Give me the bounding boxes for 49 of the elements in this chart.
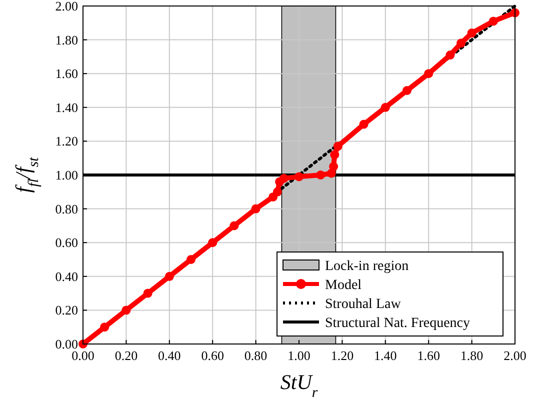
y-tick-label: 1.80 — [55, 32, 78, 48]
point — [279, 174, 288, 183]
x-tick-label: 0.60 — [201, 348, 224, 363]
x-tick-label: 2.00 — [504, 348, 526, 363]
x-tick-label: 1.40 — [374, 348, 397, 363]
point — [333, 142, 342, 151]
x-tick-label: 1.00 — [288, 348, 310, 363]
point — [251, 204, 260, 214]
y-tick-label: 2.00 — [55, 0, 78, 14]
x-tick-label: 0.80 — [244, 348, 268, 363]
point — [186, 255, 196, 264]
legend-label: Structural Nat. Frequency — [325, 316, 470, 331]
point — [122, 306, 131, 315]
point — [330, 150, 340, 160]
y-tick-label: 1.40 — [55, 100, 78, 115]
legend-label: Strouhal Law — [325, 297, 402, 312]
y-tick-label: 0.60 — [55, 235, 78, 250]
legend-label: Model — [325, 278, 362, 293]
point — [100, 322, 110, 332]
point — [380, 102, 390, 112]
x-tick-label: 1.80 — [460, 348, 484, 363]
y-tick-label: 1.60 — [55, 66, 78, 82]
point — [208, 238, 218, 248]
point — [488, 16, 498, 26]
point — [230, 221, 239, 230]
point — [272, 187, 282, 196]
y-tick-label: 1.20 — [55, 134, 78, 149]
point — [329, 162, 338, 172]
point — [456, 38, 466, 48]
point — [424, 69, 434, 78]
point — [294, 172, 304, 182]
x-tick-label: 1.20 — [330, 348, 354, 363]
point — [402, 86, 412, 95]
x-axis-title: StU$_{r}$ — [280, 370, 318, 400]
point — [359, 120, 368, 129]
y-tick-label: 1.00 — [55, 168, 78, 182]
point — [143, 288, 152, 298]
x-tick-label: 0.40 — [158, 348, 181, 363]
y-tick-label: 0.20 — [55, 302, 78, 318]
point — [467, 28, 476, 38]
point — [446, 50, 455, 60]
y-tick-label: 0.80 — [55, 201, 78, 216]
y-tick-label: 0.40 — [55, 268, 78, 284]
x-tick-label: 1.60 — [417, 348, 440, 363]
point — [78, 340, 88, 348]
x-tick-label: 0.20 — [114, 348, 138, 363]
point — [164, 272, 174, 281]
band-label: Lock-in region — [325, 259, 409, 274]
point — [316, 170, 326, 180]
